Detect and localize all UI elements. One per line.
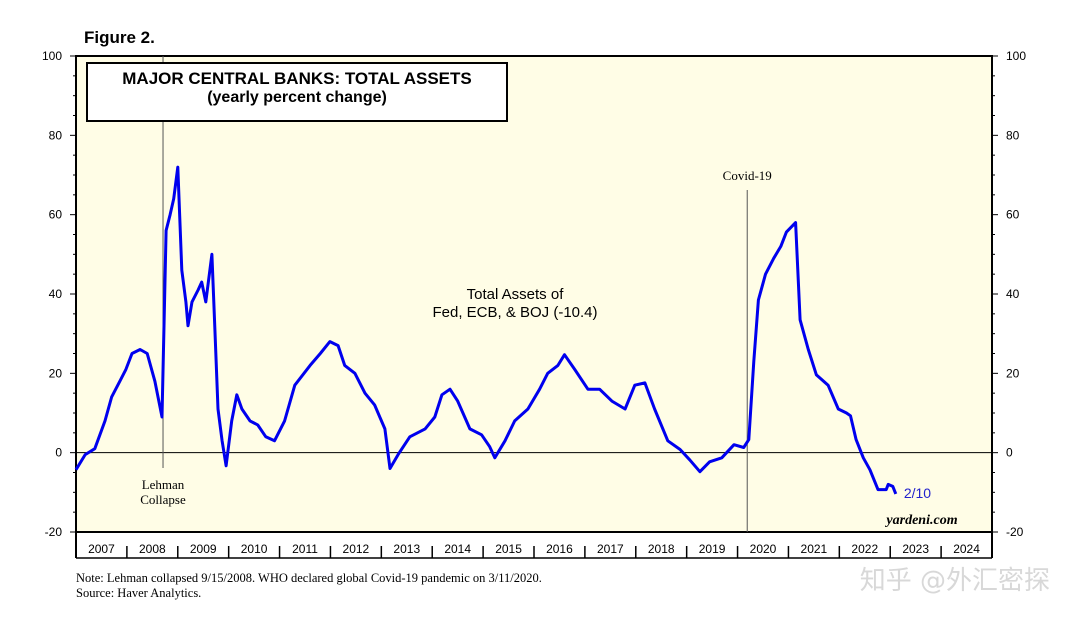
series-label-line1: Total Assets of: [467, 286, 565, 303]
chart-title: MAJOR CENTRAL BANKS: TOTAL ASSETS: [122, 69, 472, 88]
x-tick-label: 2024: [953, 542, 980, 556]
x-tick-label: 2014: [444, 542, 471, 556]
x-tick-label: 2010: [241, 542, 268, 556]
y-tick-label-left: 0: [55, 446, 62, 460]
x-tick-label: 2009: [190, 542, 217, 556]
y-tick-label-right: 100: [1006, 49, 1026, 63]
x-tick-label: 2018: [648, 542, 675, 556]
y-tick-label-left: -20: [45, 525, 63, 539]
series-line: [74, 165, 898, 495]
x-tick-label: 2023: [902, 542, 929, 556]
figure-label: Figure 2.: [84, 28, 155, 47]
source-text: Source: Haver Analytics.: [76, 586, 202, 600]
y-tick-label-right: 0: [1006, 446, 1013, 460]
y-tick-label-left: 60: [49, 208, 63, 222]
y-tick-label-left: 80: [49, 128, 63, 142]
y-tick-label-right: 80: [1006, 128, 1020, 142]
x-tick-label: 2015: [495, 542, 522, 556]
x-tick-label: 2021: [801, 542, 828, 556]
y-tick-label-right: 20: [1006, 366, 1020, 380]
x-tick-label: 2022: [851, 542, 878, 556]
chart-subtitle: (yearly percent change): [207, 89, 387, 106]
y-tick-label-right: -20: [1006, 525, 1024, 539]
y-tick-label-left: 20: [49, 366, 63, 380]
end-label: 2/10: [904, 485, 931, 501]
x-tick-label: 2013: [393, 542, 420, 556]
x-tick-label: 2020: [750, 542, 777, 556]
credit: yardeni.com: [884, 513, 957, 528]
annotation-collapse: Collapse: [140, 492, 186, 507]
x-tick-label: 2012: [343, 542, 370, 556]
annotation-covid: Covid-19: [723, 168, 772, 183]
watermark: 知乎 @外汇密探: [859, 566, 1050, 596]
annotation-lehman: Lehman: [142, 477, 185, 492]
x-tick-label: 2008: [139, 542, 166, 556]
x-tick-label: 2016: [546, 542, 573, 556]
note-text: Note: Lehman collapsed 9/15/2008. WHO de…: [76, 571, 542, 585]
x-tick-label: 2017: [597, 542, 624, 556]
y-tick-label-right: 40: [1006, 287, 1020, 301]
x-tick-label: 2011: [292, 542, 318, 556]
y-tick-label-left: 40: [49, 287, 63, 301]
series-label-line2: Fed, ECB, & BOJ (-10.4): [432, 304, 597, 321]
y-tick-label-right: 60: [1006, 208, 1020, 222]
x-tick-label: 2019: [699, 542, 726, 556]
x-tick-label: 2007: [88, 542, 115, 556]
y-tick-label-left: 100: [42, 49, 62, 63]
footnote: Note: Lehman collapsed 9/15/2008. WHO de…: [76, 571, 542, 601]
title-box: MAJOR CENTRAL BANKS: TOTAL ASSETS (yearl…: [86, 62, 508, 122]
